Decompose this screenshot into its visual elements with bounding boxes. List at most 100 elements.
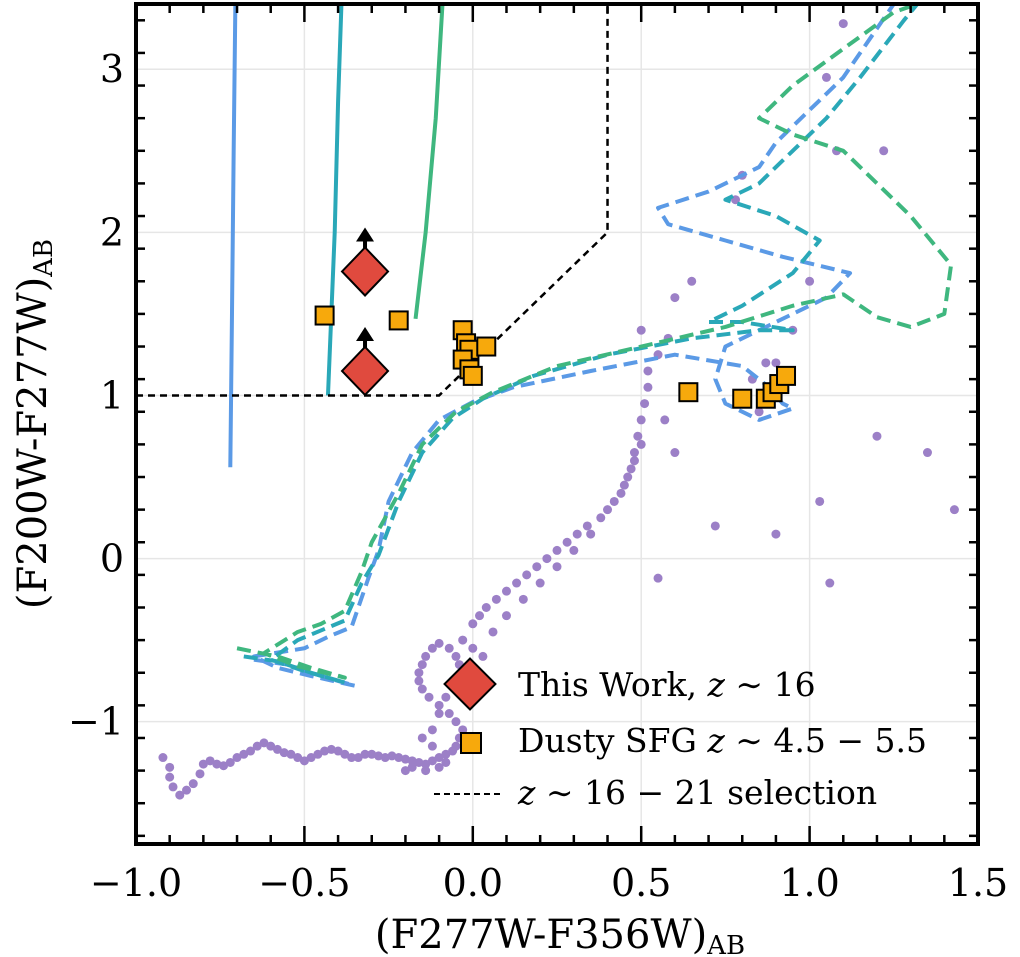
x-tick-label: 0.0	[443, 861, 503, 905]
purple-point	[239, 749, 249, 759]
purple-point	[569, 545, 579, 555]
purple-point	[326, 744, 336, 754]
purple-point	[879, 146, 889, 156]
purple-point	[444, 643, 454, 653]
purple-point	[572, 529, 582, 539]
purple-point	[434, 638, 444, 648]
purple-point	[949, 505, 959, 515]
purple-point	[232, 753, 242, 763]
lower-limit-arrowhead	[356, 227, 375, 242]
purple-point	[414, 668, 424, 678]
purple-point	[609, 496, 619, 506]
purple-point	[320, 746, 330, 756]
selection-boundary-line	[136, 4, 609, 397]
purple-point	[427, 756, 437, 766]
purple-point	[259, 738, 269, 748]
purple-point	[451, 741, 461, 751]
x-tick-label: 1.0	[779, 861, 839, 905]
purple-point	[710, 521, 720, 531]
dusty-sfg-marker	[732, 388, 753, 409]
purple-point	[872, 431, 882, 441]
legend-label-selection: z ∼ 16 − 21 selection	[517, 773, 877, 812]
purple-point	[414, 676, 424, 686]
purple-point	[340, 749, 350, 759]
purple-point	[670, 448, 680, 458]
purple-point	[653, 573, 663, 583]
purple-point	[821, 72, 831, 82]
purple-point	[188, 779, 198, 789]
legend-marker-dusty-sfg	[460, 732, 482, 754]
purple-point	[636, 415, 646, 425]
purple-point	[501, 586, 511, 596]
purple-point	[518, 594, 528, 604]
purple-point	[640, 399, 650, 409]
purple-point	[481, 602, 491, 612]
purple-point	[633, 431, 643, 441]
y-tick-label: 2	[100, 210, 124, 254]
purple-point	[441, 749, 451, 759]
purple-point	[212, 759, 222, 769]
legend: This Work, z ∼ 16 Dusty SFG z ∼ 4.5 − 5.…	[434, 657, 927, 812]
purple-point	[603, 505, 613, 515]
purple-point	[629, 456, 639, 466]
purple-point	[458, 635, 468, 645]
purple-point	[417, 684, 427, 694]
purple-point	[754, 407, 764, 417]
purple-point	[286, 749, 296, 759]
this-work-marker	[340, 345, 390, 397]
purple-point	[825, 578, 835, 588]
purple-point	[522, 570, 532, 580]
dusty-sfg-marker	[388, 310, 409, 331]
purple-point	[333, 746, 343, 756]
dusty-sfg-marker	[776, 365, 797, 386]
purple-point	[417, 660, 427, 670]
plot-frame	[134, 2, 980, 846]
purple-point	[451, 717, 461, 727]
purple-point	[252, 741, 262, 751]
purple-point	[670, 293, 680, 303]
purple-point	[815, 496, 825, 506]
purple-point	[532, 562, 542, 572]
purple-point	[468, 619, 478, 629]
purple-point	[468, 643, 478, 653]
x-tick-label: 1.5	[948, 861, 1008, 905]
x-tick-label: −0.5	[258, 861, 350, 905]
solid-track-line	[413, 4, 445, 320]
solid-track-line	[228, 4, 238, 468]
purple-point	[501, 611, 511, 621]
legend-marker-this-work	[443, 657, 497, 711]
purple-point	[421, 651, 431, 661]
purple-point	[636, 325, 646, 335]
purple-point	[182, 785, 192, 795]
lower-limit-arrowhead	[356, 326, 375, 341]
legend-label-dusty-sfg: Dusty SFG z ∼ 4.5 − 5.5	[518, 721, 927, 760]
purple-point	[198, 759, 208, 769]
purple-point	[165, 762, 175, 772]
purple-point	[373, 751, 383, 761]
purple-point	[586, 529, 596, 539]
purple-point	[441, 757, 451, 767]
purple-point	[424, 692, 434, 702]
purple-point	[626, 464, 636, 474]
purple-point	[596, 513, 606, 523]
purple-point	[417, 733, 427, 743]
purple-point	[434, 762, 444, 772]
purple-point	[367, 749, 377, 759]
x-tick-label: 0.5	[611, 861, 671, 905]
plot-area	[136, 4, 959, 800]
y-tick-label: 3	[100, 47, 124, 91]
purple-point	[636, 439, 646, 449]
purple-point	[347, 753, 357, 763]
purple-point	[387, 751, 397, 761]
y-tick-label: −1	[68, 700, 124, 744]
legend-label-this-work: This Work, z ∼ 16	[518, 665, 816, 704]
purple-point	[552, 562, 562, 572]
tick-labels: −1.0 −0.5 0.0 0.5 1.0 1.5 −1 0 1 2 3	[68, 47, 1008, 905]
purple-point	[562, 537, 572, 547]
purple-point	[616, 488, 626, 498]
purple-point	[805, 276, 815, 286]
purple-point	[623, 472, 633, 482]
purple-point	[434, 709, 444, 719]
purple-point	[414, 757, 424, 767]
